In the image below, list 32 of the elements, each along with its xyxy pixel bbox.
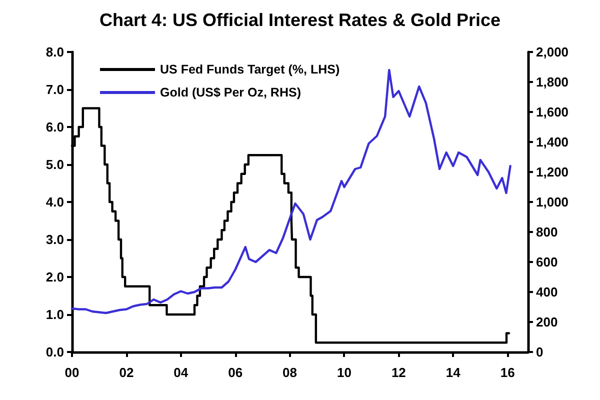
legend-label: US Fed Funds Target (%, LHS) — [160, 62, 340, 76]
y-tick-label: 4.0 — [46, 194, 64, 210]
y2-tick-label: 1,600 — [536, 104, 569, 120]
x-tick-label: 06 — [228, 365, 243, 380]
x-tick-label: 14 — [446, 365, 462, 380]
y2-tick-label: 1,000 — [536, 194, 569, 210]
y-tick-label: 7.0 — [46, 82, 64, 97]
legend-label: Gold (US$ Per Oz, RHS) — [160, 86, 301, 100]
y2-tick-label: 600 — [536, 254, 558, 270]
y2-tick-label: 0 — [536, 344, 544, 360]
x-tick-label: 10 — [337, 365, 352, 380]
x-tick-label: 02 — [119, 365, 134, 380]
chart-title: Chart 4: US Official Interest Rates & Gold Price — [99, 10, 501, 30]
y2-tick-label: 2,000 — [536, 44, 569, 60]
x-tick-label: 00 — [64, 365, 80, 380]
y2-tick-label: 1,800 — [536, 74, 569, 90]
y2-tick-label: 400 — [536, 284, 558, 300]
y2-tick-label: 1,400 — [536, 134, 569, 150]
x-tick-label: 04 — [174, 365, 189, 380]
y-tick-label: 3.0 — [46, 232, 64, 247]
x-tick-label: 12 — [391, 365, 406, 380]
y-tick-label: 8.0 — [46, 44, 64, 60]
y-tick-label: 5.0 — [46, 157, 64, 172]
x-tick-label: 08 — [282, 365, 298, 380]
y2-tick-label: 200 — [536, 314, 558, 330]
y-tick-label: 6.0 — [46, 120, 64, 134]
x-tick-label: 16 — [500, 365, 515, 380]
y-tick-label: 2.0 — [46, 270, 64, 284]
y2-tick-label: 1,200 — [536, 164, 569, 180]
y2-tick-label: 800 — [536, 224, 558, 240]
y-tick-label: 1.0 — [46, 307, 64, 322]
y-tick-label: 0.0 — [46, 344, 64, 360]
